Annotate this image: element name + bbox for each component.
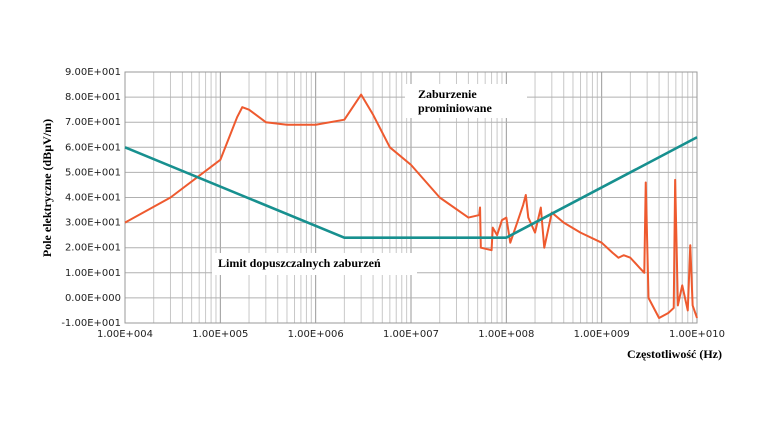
grid	[124, 71, 698, 324]
y-tick-label: 1.00E+001	[65, 268, 121, 279]
y-tick-label: 5.00E+001	[65, 167, 121, 178]
plot-frame	[124, 71, 698, 324]
annotation: Limit dopuszczalnych zaburzeń	[218, 256, 381, 270]
x-tick-label: 1.00E+010	[669, 329, 725, 340]
y-tick-label: 2.00E+001	[65, 243, 121, 254]
y-tick-label: 4.00E+001	[65, 193, 121, 204]
x-tick-label: 1.00E+006	[288, 329, 344, 340]
annotation-box	[212, 253, 417, 275]
y-tick-label: 3.00E+001	[65, 218, 121, 229]
y-tick-label: 6.00E+001	[65, 142, 121, 153]
y-tick-label: -1.00E+001	[61, 318, 121, 329]
marks	[124, 93, 698, 319]
annotation: prominiowane	[418, 101, 492, 115]
series-line	[124, 93, 698, 319]
x-axis-label: Częstotliwość (Hz)	[627, 347, 722, 361]
x-tick-label: 1.00E+007	[383, 329, 439, 340]
y-tick-label: 0.00E+000	[65, 293, 121, 304]
x-tick-label: 1.00E+005	[192, 329, 248, 340]
x-tick-label: 1.00E+004	[97, 329, 153, 340]
annotation: Zaburzenie	[418, 87, 477, 101]
series-line	[124, 136, 698, 239]
annotation-box	[405, 84, 527, 118]
y-tick-label: 8.00E+001	[65, 92, 121, 103]
x-tick-label: 1.00E+008	[478, 329, 534, 340]
y-tick-label: 9.00E+001	[65, 67, 121, 78]
x-tick-label: 1.00E+009	[574, 329, 630, 340]
y-tick-label: 7.00E+001	[65, 117, 121, 128]
y-axis-label: Pole elektryczne (dBµV/m)	[40, 119, 54, 257]
